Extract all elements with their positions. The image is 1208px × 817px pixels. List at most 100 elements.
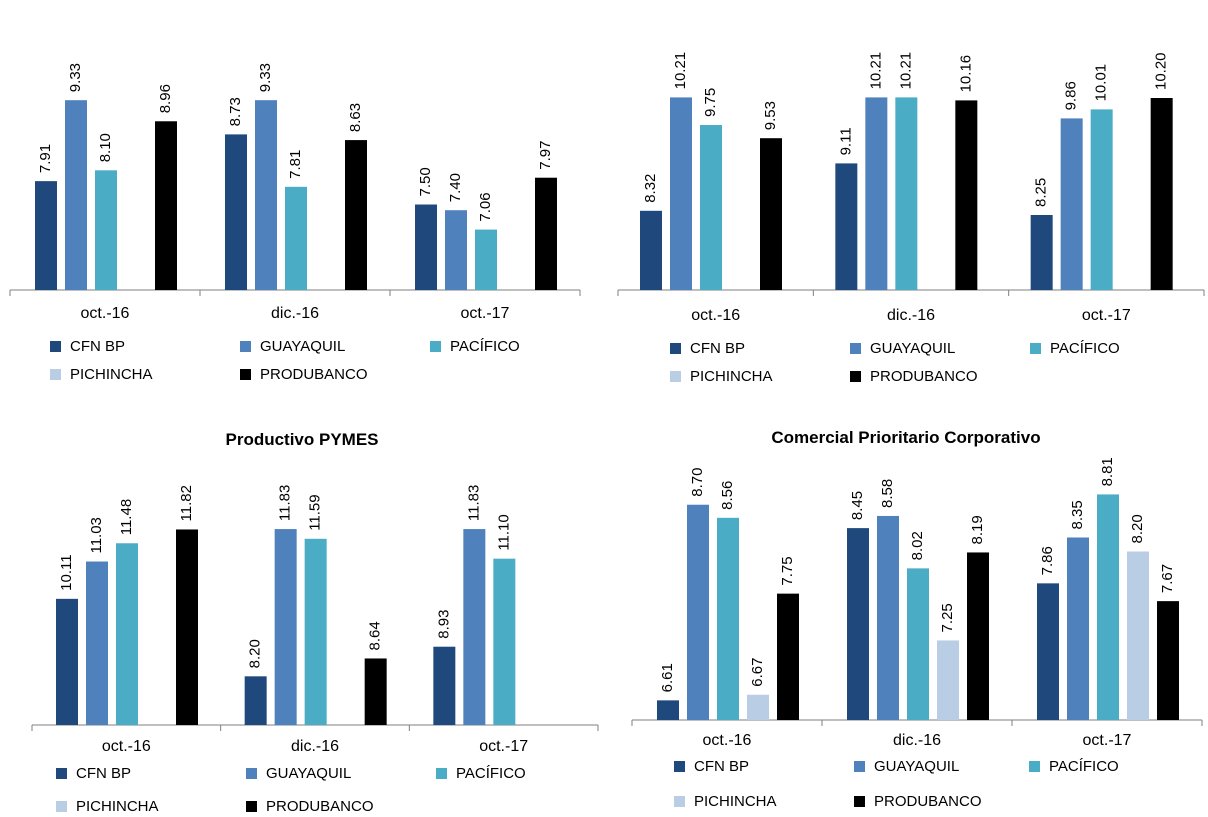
legend-label-pacifico: PACÍFICO — [456, 765, 526, 782]
bar-cfn-bp-oct-16 — [657, 700, 679, 720]
legend-item-guayaquil: GUAYAQUIL — [850, 340, 955, 357]
legend-2: CFN BP GUAYAQUIL PACÍFICO PICHINCHA PROD… — [670, 340, 1200, 400]
legend-label-guayaquil: GUAYAQUIL — [874, 758, 960, 775]
data-label-guayaquil-oct-17: 11.83 — [465, 485, 482, 521]
bar-cfn-bp-dic-16 — [835, 163, 858, 290]
chart-title-4: Comercial Prioritario Corporativo — [771, 428, 1041, 447]
category-label-oct-17: oct.-17 — [1083, 732, 1132, 749]
legend-label-cfn: CFN BP — [76, 765, 132, 782]
bar-pacifico-oct-17 — [493, 558, 516, 725]
data-label-produbanco-dic-16: 8.63 — [347, 103, 364, 132]
bar-pichincha-oct-16 — [747, 694, 769, 720]
data-label-cfn-bp-oct-16: 8.32 — [642, 174, 659, 203]
legend-swatch-produbanco — [854, 796, 865, 807]
bar-produbanco-oct-16 — [176, 529, 198, 725]
chart-svg-1: 7.91 9.33 8.10 8.96 oct.-16 8.73 9.33 7.81 8.63 d… — [9, 63, 581, 322]
legend-swatch-guayaquil — [246, 768, 257, 779]
legend-label-produbanco: PRODUBANCO — [870, 368, 978, 385]
chart-panel-1: 7.91 9.33 8.10 8.96 oct.-16 8.73 9.33 7.81 8.63 d… — [0, 0, 604, 410]
legend-1: CFN BP GUAYAQUIL PACÍFICO PICHINCHA PROD… — [50, 338, 610, 398]
bar-guayaquil-oct-16 — [65, 100, 87, 290]
legend-item-produbanco: PRODUBANCO — [854, 793, 982, 810]
bar-pacifico-oct-16 — [95, 170, 117, 290]
legend-label-guayaquil: GUAYAQUIL — [266, 765, 352, 782]
legend-item-guayaquil: GUAYAQUIL — [240, 338, 345, 355]
bar-cfn-bp-oct-17 — [433, 646, 456, 725]
bar-pichincha-oct-17 — [1127, 551, 1149, 720]
data-label-produbanco-oct-16: 11.82 — [178, 485, 195, 521]
legend-item-pichincha: PICHINCHA — [50, 366, 153, 383]
legend-swatch-cfn — [670, 343, 681, 354]
bar-produbanco-oct-17 — [1150, 98, 1173, 290]
legend-label-pacifico: PACÍFICO — [1049, 758, 1119, 775]
category-label-oct-16: oct.-16 — [691, 307, 740, 324]
data-label-cfn-bp-dic-16: 9.11 — [837, 127, 854, 155]
chart-svg-3: 10.11 11.03 11.48 11.82 oct.-16 8.20 11.83 11.5… — [31, 485, 599, 755]
category-label-dic-16: dic.-16 — [271, 305, 319, 322]
bar-cfn-bp-oct-17 — [1037, 583, 1059, 720]
legend-item-guayaquil: GUAYAQUIL — [854, 758, 959, 775]
bar-pacifico-oct-16 — [700, 125, 722, 290]
legend-label-cfn: CFN BP — [694, 758, 750, 775]
bar-pacifico-oct-17 — [1097, 494, 1119, 720]
bar-pacifico-oct-16 — [717, 517, 739, 720]
legend-4: CFN BP GUAYAQUIL PACÍFICO PICHINCHA PROD… — [674, 758, 1204, 814]
data-label-cfn-bp-oct-16: 7.91 — [37, 144, 54, 173]
bar-produbanco-oct-17 — [535, 177, 557, 290]
legend-swatch-pichincha — [674, 796, 685, 807]
legend-item-cfn: CFN BP — [56, 765, 131, 782]
chart-panel-4: Comercial Prioritario Corporativo 6.61 8.… — [604, 410, 1208, 817]
bar-cfn-bp-dic-16 — [847, 528, 869, 720]
data-label-pacifico-oct-16: 9.75 — [702, 88, 719, 117]
legend-item-pacifico: PACÍFICO — [1030, 340, 1120, 357]
data-label-pichincha-oct-16: 6.67 — [749, 658, 766, 687]
legend-swatch-produbanco — [850, 371, 861, 382]
legend-label-produbanco: PRODUBANCO — [874, 793, 982, 810]
bar-produbanco-oct-16 — [777, 593, 799, 720]
data-label-pacifico-oct-16: 8.10 — [97, 133, 114, 162]
legend-swatch-produbanco — [240, 369, 251, 380]
bar-pacifico-dic-16 — [304, 538, 327, 725]
legend-label-pacifico: PACÍFICO — [450, 338, 520, 355]
bar-guayaquil-oct-17 — [1060, 118, 1083, 291]
legend-label-cfn: CFN BP — [70, 338, 126, 355]
legend-swatch-pacifico — [430, 341, 441, 352]
legend-swatch-cfn — [56, 768, 67, 779]
bar-pacifico-oct-17 — [1090, 109, 1113, 291]
data-label-produbanco-oct-17: 7.67 — [1159, 564, 1176, 593]
legend-swatch-pichincha — [670, 371, 681, 382]
legend-swatch-cfn — [50, 341, 61, 352]
data-label-cfn-bp-oct-16: 6.61 — [659, 663, 676, 692]
bar-produbanco-dic-16 — [955, 100, 978, 291]
bar-cfn-bp-dic-16 — [244, 676, 267, 725]
data-label-pacifico-oct-17: 8.81 — [1099, 457, 1116, 486]
data-label-cfn-bp-oct-17: 8.93 — [435, 610, 452, 639]
chart-svg-4: 6.61 8.70 8.56 6.67 7.75 oct.-16 8.45 8.58 8.02 7… — [631, 457, 1203, 749]
legend-swatch-produbanco — [246, 801, 257, 812]
legend-item-pichincha: PICHINCHA — [56, 798, 159, 815]
category-label-oct-16: oct.-16 — [102, 738, 151, 755]
data-label-guayaquil-dic-16: 9.33 — [257, 63, 274, 92]
bar-guayaquil-oct-17 — [445, 210, 467, 290]
legend-swatch-pichincha — [56, 801, 67, 812]
bar-guayaquil-dic-16 — [877, 515, 899, 720]
data-label-pichincha-dic-16: 7.25 — [939, 603, 956, 632]
legend-label-pacifico: PACÍFICO — [1050, 340, 1120, 357]
bar-cfn-bp-dic-16 — [225, 134, 247, 290]
legend-swatch-guayaquil — [854, 761, 865, 772]
legend-label-produbanco: PRODUBANCO — [260, 366, 368, 383]
bar-pichincha-dic-16 — [937, 640, 959, 720]
legend-item-produbanco: PRODUBANCO — [246, 798, 374, 815]
data-label-produbanco-dic-16: 10.16 — [957, 55, 974, 93]
data-label-pacifico-dic-16: 10.21 — [897, 52, 914, 90]
legend-label-pichincha: PICHINCHA — [70, 366, 153, 383]
bar-produbanco-oct-16 — [760, 138, 782, 290]
data-label-pichincha-oct-17: 8.20 — [1129, 514, 1146, 543]
data-label-guayaquil-oct-16: 9.33 — [67, 63, 84, 92]
bar-guayaquil-dic-16 — [865, 97, 888, 291]
data-label-guayaquil-oct-17: 8.35 — [1069, 500, 1086, 529]
data-label-pacifico-oct-17: 10.01 — [1093, 64, 1110, 102]
data-label-produbanco-oct-16: 8.96 — [157, 84, 174, 113]
data-label-guayaquil-oct-17: 9.86 — [1063, 81, 1080, 110]
bar-pacifico-dic-16 — [907, 568, 929, 720]
